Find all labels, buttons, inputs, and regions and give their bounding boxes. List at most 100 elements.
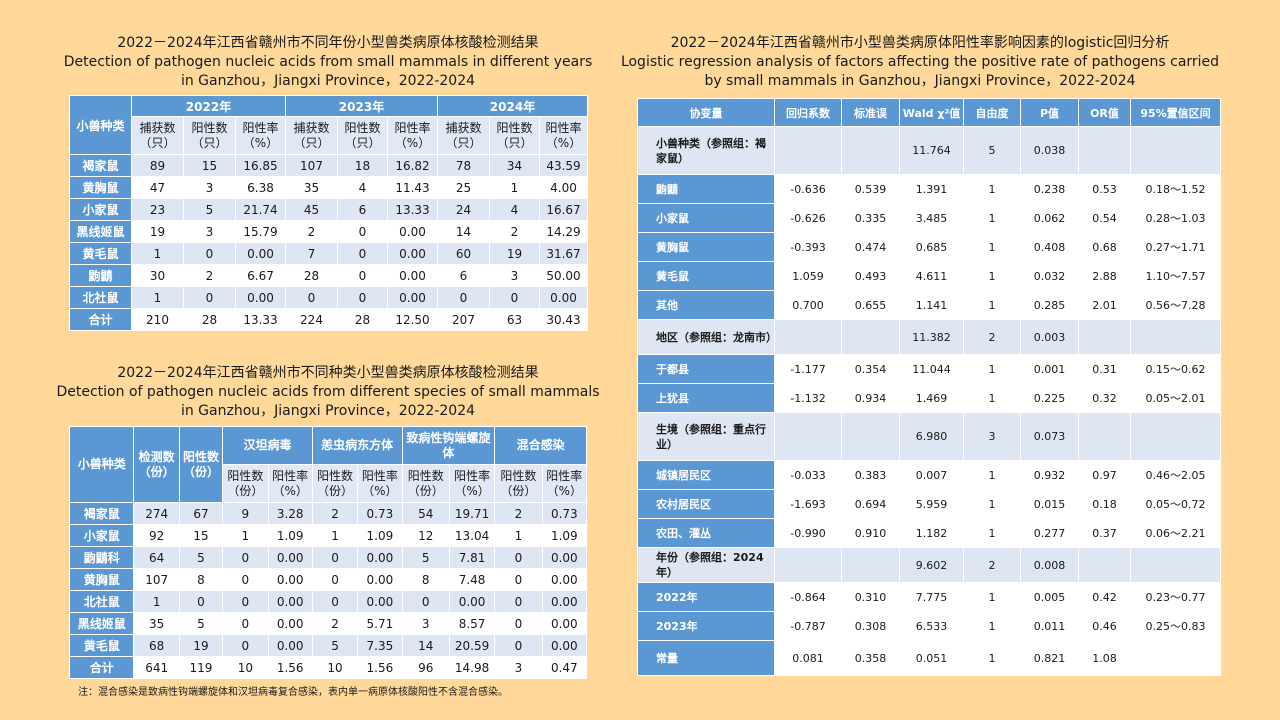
table2-cell: 0 (311, 546, 359, 569)
table3-cell: 3 (963, 412, 1021, 461)
table3-cell: 0.383 (841, 460, 900, 490)
table1-subheader: 阳性率（%） (539, 116, 588, 155)
table2-cell: 68 (133, 634, 180, 657)
table3-cell: 0.655 (841, 290, 900, 320)
table-row: 黄胸鼠 47 3 6.38 35 4 11.43 25 1 4.00 (69, 176, 588, 199)
table3-cell: 3.485 (899, 203, 964, 233)
table-row: 小家鼠 -0.626 0.335 3.485 1 0.062 0.54 0.28～1.03 (637, 203, 1221, 233)
table1-cell: 16.67 (539, 198, 588, 221)
table1-cell: 6 (337, 198, 388, 221)
table3-cell: 0.37 (1078, 518, 1131, 548)
table2-cell: 0.00 (541, 546, 588, 569)
table2-cell: 67 (178, 502, 224, 525)
table3-cell (1078, 412, 1131, 461)
table3-cell (1078, 126, 1131, 175)
table3-cell: 1.391 (899, 174, 964, 204)
table3-cell: 0.001 (1020, 354, 1079, 384)
table1-cell: 21.74 (235, 198, 286, 221)
table3-cell: -1.132 (774, 383, 842, 413)
table3-cell: 0.081 (774, 640, 842, 676)
table3-cell: 11.044 (899, 354, 964, 384)
table2-cell: 12 (401, 524, 450, 547)
table3-cell: 1.08 (1078, 640, 1131, 676)
table2-cell: 3.28 (267, 502, 313, 525)
table2-cell: 8 (401, 568, 450, 591)
table1-cell: 63 (489, 308, 540, 331)
table2-cell: 5.71 (357, 612, 403, 635)
table3-cell: -0.636 (774, 174, 842, 204)
table1-cell: 7 (285, 242, 338, 265)
table-row: 年份（参照组：2024年） 9.602 2 0.008 (637, 547, 1221, 583)
table2-subheader: 阳性率（%） (541, 464, 588, 503)
table3-cell: 2.88 (1078, 261, 1131, 291)
table3-group-label: 小兽种类（参照组：褐家鼠） (637, 126, 775, 175)
table1-cell: 0.00 (387, 220, 438, 243)
table3-cell: 0.42 (1078, 582, 1131, 612)
table3-group-label: 年份（参照组：2024年） (637, 547, 775, 583)
table3-logistic-regression: 协变量 回归系数 标准误 Wald χ²值 自由度 P值 OR值 95%置信区间 小兽种类（参… (637, 98, 1221, 676)
table3-cell: -0.033 (774, 460, 842, 490)
table2-cell: 0 (311, 568, 359, 591)
table3-cell (1130, 547, 1221, 583)
table2-cell: 0.00 (541, 590, 588, 613)
table2-cell: 14 (401, 634, 450, 657)
table-row: 农村居民区 -1.693 0.694 5.959 1 0.015 0.18 0.05～0.72 (637, 489, 1221, 519)
table1-cell: 50.00 (539, 264, 588, 287)
table-row: 合计 210 28 13.33 224 28 12.50 207 63 30.43 (69, 308, 588, 331)
table1-row-species: 黄胸鼠 (69, 176, 132, 199)
table3-cell: 4.611 (899, 261, 964, 291)
table2-pathogen-header: 汉坦病毒 (222, 426, 313, 465)
table1-cell: 35 (285, 176, 338, 199)
table1-cell: 30.43 (539, 308, 588, 331)
table2-cell: 3 (401, 612, 450, 635)
table3-cell: -1.693 (774, 489, 842, 519)
table3-cell: 0.408 (1020, 232, 1079, 262)
table1-cell: 4 (489, 198, 540, 221)
table3-cell: 0.015 (1020, 489, 1079, 519)
table-row: 小兽种类（参照组：褐家鼠） 11.764 5 0.038 (637, 126, 1221, 175)
table2-cell: 0.00 (448, 590, 496, 613)
table-row: 褐家鼠 274 67 9 3.28 2 0.73 54 19.71 2 0.73 (68, 502, 588, 525)
table2-subheader: 阳性数（份） (401, 464, 450, 503)
table3-cell: 0.308 (841, 611, 900, 641)
table3-cell: 1 (963, 354, 1021, 384)
table2-cell: 0.73 (541, 502, 588, 525)
table1-cell: 1 (131, 286, 184, 309)
table2-row-species: 黄胸鼠 (68, 568, 135, 591)
table-row: 农田、灌丛 -0.990 0.910 1.182 1 0.277 0.37 0.06～2.21 (637, 518, 1221, 548)
table2-title-cn: 2022－2024年江西省赣州市不同种类小型兽类病原体核酸检测结果 (117, 365, 539, 381)
table-row: 城镇居民区 -0.033 0.383 0.007 1 0.932 0.97 0.46～2.05 (637, 460, 1221, 490)
table1-cell: 18 (337, 154, 388, 177)
table3-row-label: 于都县 (637, 354, 775, 384)
table1-cell: 30 (131, 264, 184, 287)
table3-cell: -0.990 (774, 518, 842, 548)
table-row: 地区（参照组：龙南市） 11.382 2 0.003 (637, 319, 1221, 355)
table2-cell: 0.73 (357, 502, 403, 525)
table2-cell: 7.81 (448, 546, 496, 569)
table3-cell: 0.310 (841, 582, 900, 612)
table3-column-header: P值 (1020, 98, 1079, 127)
table2-cell: 96 (401, 656, 450, 679)
table3-cell: 0.46 (1078, 611, 1131, 641)
table3-cell: 0.23～0.77 (1130, 582, 1221, 612)
table1-cell: 13.33 (235, 308, 286, 331)
table-row: 合计 641 119 10 1.56 10 1.56 96 14.98 3 0.47 (68, 656, 588, 679)
table1-cell: 25 (437, 176, 490, 199)
table3-cell: 1 (963, 640, 1021, 676)
table3-row-label: 鼩鼱 (637, 174, 775, 204)
table3-cell: -0.787 (774, 611, 842, 641)
table2-cell: 0 (401, 590, 450, 613)
table2-cell: 0 (494, 568, 543, 591)
table2-cell: 274 (133, 502, 180, 525)
table1-year-header: 2022年 (131, 95, 286, 117)
table1-cell: 6.67 (235, 264, 286, 287)
table-row: 黑线姬鼠 35 5 0 0.00 2 5.71 3 8.57 0 0.00 (68, 612, 588, 635)
table1-cell: 0.00 (539, 286, 588, 309)
table2-subheader: 阳性率（%） (448, 464, 496, 503)
table2-species-header: 小兽种类 (68, 426, 135, 503)
table3-cell: 0.277 (1020, 518, 1079, 548)
table1-cell: 60 (437, 242, 490, 265)
table1-cell: 31.67 (539, 242, 588, 265)
table2-cell: 0.00 (357, 590, 403, 613)
table3-group-label: 生境（参照组：重点行业） (637, 412, 775, 461)
